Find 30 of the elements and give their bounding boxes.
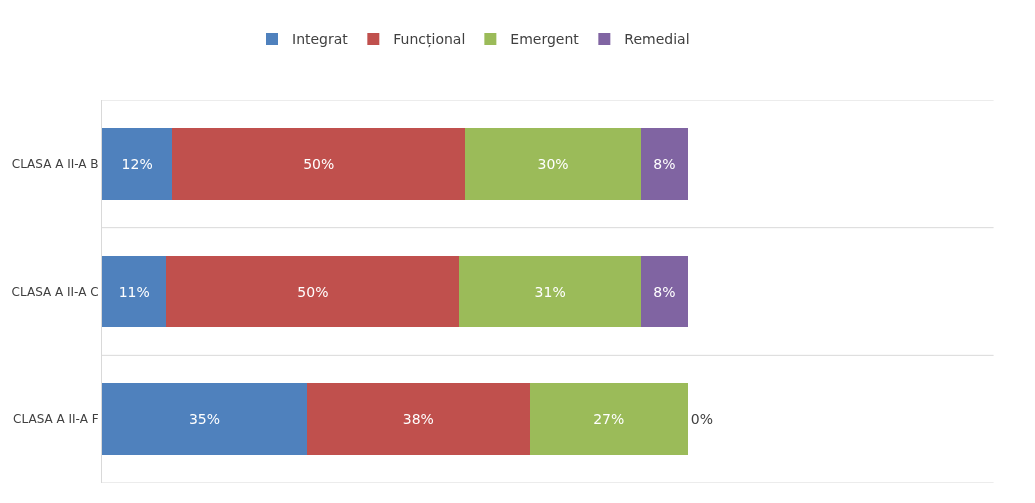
data-label: 8% [653,155,676,172]
data-label: 27% [593,411,625,428]
bar [640,255,688,328]
data-label: 30% [537,155,569,172]
bar [166,255,460,328]
data-label: 8% [653,283,676,300]
y-tick-label: CLASA A II-A F [13,412,99,427]
bar [102,128,173,200]
bar [102,383,308,455]
bar [172,128,466,200]
bar [465,128,641,200]
bar [102,255,167,328]
data-label: 0% [690,411,714,428]
bar [529,383,688,455]
data-label: 31% [534,283,566,300]
legend-label: Integrat [292,31,349,48]
y-tick-label: CLASA A II-A C [11,284,99,299]
bar [459,255,641,328]
bar [640,128,688,200]
legend-label: Remedial [624,31,690,48]
data-label: 11% [118,283,150,300]
data-label: 35% [188,411,221,428]
data-label: 50% [303,155,335,172]
data-label: 12% [121,155,153,172]
bar [307,383,530,455]
data-label: 50% [297,283,329,300]
legend-label: Funcțional [393,31,466,49]
legend-label: Emergent [510,31,580,48]
data-label: 38% [402,411,434,428]
y-tick-label: CLASA A II-A B [11,157,99,172]
